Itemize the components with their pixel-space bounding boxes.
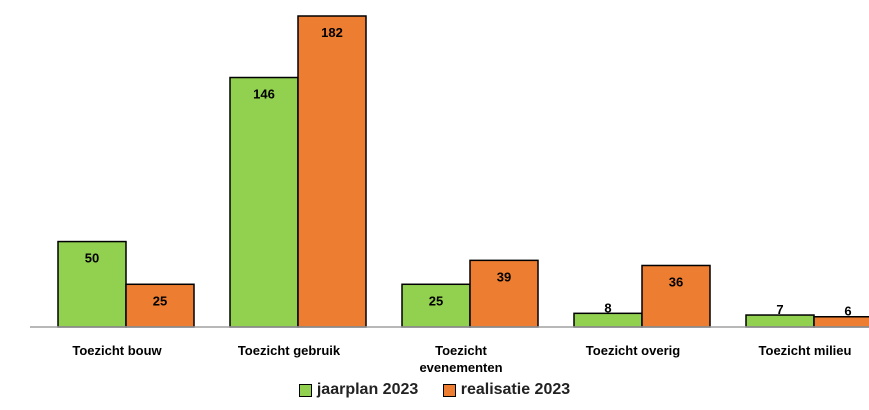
bar-realisatie-2023-toezicht-bouw xyxy=(125,283,195,328)
value-label-jaarplan-2023-toezicht-evenementen: 25 xyxy=(429,293,443,308)
category-label-toezicht-milieu: Toezicht milieu xyxy=(759,343,852,358)
value-label-realisatie-2023-toezicht-gebruik: 182 xyxy=(321,25,343,40)
legend-label-jaarplan: jaarplan 2023 xyxy=(316,381,419,398)
value-label-realisatie-2023-toezicht-evenementen: 39 xyxy=(497,269,511,284)
category-label-toezicht-evenementen: Toezicht evenementen xyxy=(419,343,502,375)
legend: jaarplan 2023 realisatie 2023 xyxy=(0,381,869,402)
bar-realisatie-2023-toezicht-milieu xyxy=(813,315,869,328)
bar-jaarplan-2023-toezicht-overig xyxy=(573,312,643,328)
category-label-toezicht-bouw: Toezicht bouw xyxy=(72,343,162,358)
legend-item-jaarplan: jaarplan 2023 xyxy=(298,381,419,399)
value-label-jaarplan-2023-toezicht-milieu: 7 xyxy=(776,302,783,317)
legend-swatch-jaarplan xyxy=(298,383,312,397)
labels-group: 50 25 Toezicht bouw 146 182 Toezicht gebruik 2… xyxy=(72,25,851,375)
bars-group xyxy=(57,15,869,328)
category-label-toezicht-overig: Toezicht overig xyxy=(586,343,680,358)
value-label-jaarplan-2023-toezicht-bouw: 50 xyxy=(85,251,99,266)
value-label-realisatie-2023-toezicht-overig: 36 xyxy=(669,274,683,289)
value-label-jaarplan-2023-toezicht-gebruik: 146 xyxy=(253,87,275,102)
bar-realisatie-2023-toezicht-gebruik xyxy=(297,15,367,328)
value-label-realisatie-2023-toezicht-bouw: 25 xyxy=(153,293,167,308)
legend-label-realisatie: realisatie 2023 xyxy=(460,381,571,398)
bar-realisatie-2023-toezicht-evenementen xyxy=(469,259,539,328)
bar-jaarplan-2023-toezicht-gebruik xyxy=(229,76,299,328)
legend-swatch-realisatie xyxy=(442,383,456,397)
value-label-realisatie-2023-toezicht-milieu: 6 xyxy=(844,304,851,319)
value-label-jaarplan-2023-toezicht-overig: 8 xyxy=(604,300,611,315)
bar-jaarplan-2023-toezicht-bouw xyxy=(57,240,127,328)
legend-item-realisatie: realisatie 2023 xyxy=(442,381,571,399)
category-label-toezicht-gebruik: Toezicht gebruik xyxy=(238,343,341,358)
